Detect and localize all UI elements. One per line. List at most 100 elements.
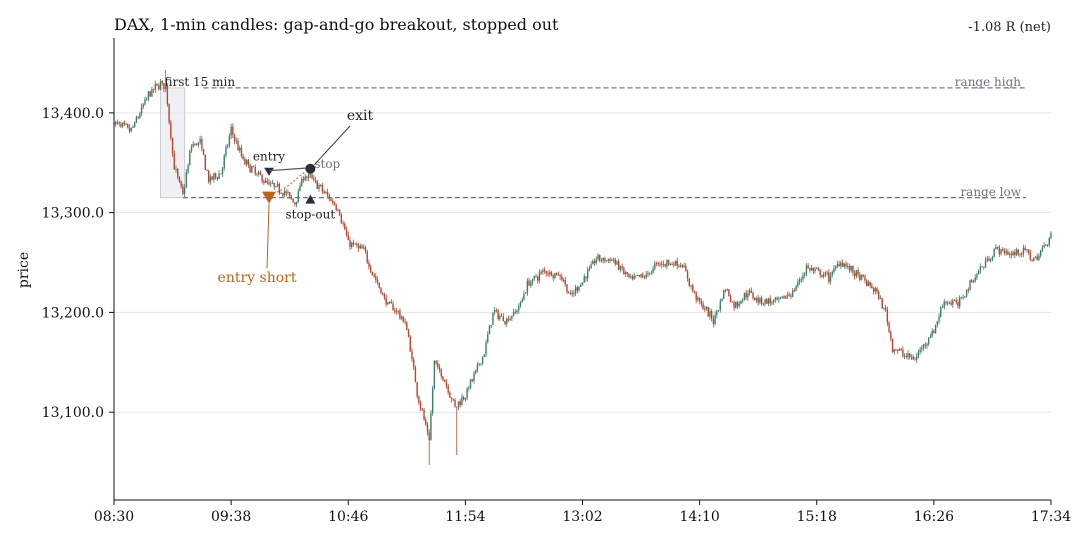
- candle-body: [1000, 249, 1002, 255]
- candle-body: [972, 281, 975, 283]
- candle-body: [371, 271, 374, 275]
- candle-body: [468, 387, 470, 389]
- candle-body: [437, 363, 439, 368]
- candle-body: [431, 388, 434, 414]
- stop-label: stop: [314, 157, 340, 171]
- candle-body: [182, 186, 184, 194]
- candle-body: [495, 310, 498, 311]
- candle-body: [1050, 233, 1052, 239]
- candle-body: [151, 89, 153, 97]
- candle-body: [671, 264, 673, 265]
- candle-body: [316, 180, 318, 189]
- candle-body: [337, 209, 339, 211]
- candle-body: [655, 263, 658, 265]
- candle-body: [955, 300, 957, 303]
- candle-body: [578, 286, 580, 291]
- candle-body: [1036, 256, 1038, 261]
- candle-body: [857, 270, 859, 275]
- candle-body: [648, 272, 651, 274]
- candle-body: [225, 146, 227, 156]
- candle-body: [228, 135, 231, 146]
- candle-body: [561, 276, 563, 280]
- candle-body: [900, 349, 902, 351]
- candle-body: [748, 290, 751, 294]
- candle-body: [254, 167, 256, 174]
- candle-body: [480, 363, 482, 365]
- candle-body: [295, 201, 298, 205]
- candle-body: [809, 268, 811, 271]
- candle-body: [848, 266, 851, 271]
- candle-body: [354, 243, 356, 245]
- candle-body: [301, 178, 303, 186]
- candle-body: [898, 349, 901, 351]
- candle-body: [666, 259, 668, 267]
- candle-body: [116, 121, 119, 123]
- candle-body: [928, 337, 930, 344]
- candle-body: [332, 201, 334, 203]
- candle-body: [693, 291, 696, 293]
- candle-body: [512, 311, 515, 316]
- y-tick-label: 13,200.0: [42, 305, 104, 321]
- candle-body: [645, 274, 647, 278]
- candle-body: [893, 349, 895, 353]
- candle-body: [146, 98, 148, 100]
- candle-body: [356, 243, 358, 246]
- candle-body: [907, 353, 909, 357]
- candle-body: [278, 183, 281, 194]
- candle-body: [562, 279, 565, 281]
- candle-body: [638, 275, 641, 277]
- stop-out-marker: [305, 194, 316, 204]
- candle-body: [452, 399, 455, 400]
- candle-body: [283, 191, 286, 196]
- candle-body: [390, 301, 393, 304]
- candle-body: [700, 301, 703, 304]
- candle-body: [969, 280, 971, 291]
- candle-body: [1048, 238, 1050, 246]
- candle-body: [741, 300, 744, 301]
- candle-body: [878, 291, 880, 299]
- candle-body: [952, 300, 954, 305]
- candle-body: [244, 159, 246, 165]
- candle-body: [152, 89, 155, 90]
- candle-body: [728, 289, 730, 297]
- candle-body: [454, 399, 456, 407]
- candle-body: [306, 176, 308, 178]
- candle-body: [735, 302, 737, 308]
- candle-body: [1043, 244, 1045, 248]
- entry-short-leader: [266, 203, 270, 269]
- candle-body: [202, 149, 205, 155]
- candle-body: [676, 260, 678, 266]
- candle-body: [187, 165, 189, 173]
- candle-body: [984, 260, 987, 268]
- candle-body: [988, 258, 990, 262]
- candle-body: [757, 297, 759, 303]
- candle-body: [686, 271, 689, 279]
- candle-body: [831, 271, 833, 276]
- candle-body: [514, 311, 517, 313]
- candle-body: [197, 142, 200, 145]
- candle-body: [845, 263, 847, 267]
- candle-body: [325, 192, 327, 194]
- candle-body: [271, 182, 274, 184]
- candle-body: [871, 285, 873, 289]
- candle-body: [881, 298, 883, 309]
- candle-body: [692, 285, 694, 292]
- candle-body: [755, 297, 758, 301]
- candle-body: [554, 272, 556, 278]
- y-tick-label: 13,100.0: [42, 405, 104, 421]
- candle-body: [115, 121, 117, 125]
- candle-body: [1003, 250, 1006, 254]
- candle-body: [363, 247, 365, 249]
- candle-body: [1024, 247, 1026, 251]
- candle-body: [1021, 253, 1023, 255]
- candle-body: [912, 356, 914, 360]
- candle-body: [502, 316, 504, 321]
- candle-body: [323, 191, 325, 194]
- candle-body: [461, 396, 463, 406]
- candle-body: [328, 195, 331, 200]
- candle-body: [803, 273, 806, 276]
- candle-body: [847, 266, 849, 267]
- candle-body: [805, 265, 808, 274]
- candle-body: [859, 274, 861, 280]
- candle-body: [406, 322, 408, 331]
